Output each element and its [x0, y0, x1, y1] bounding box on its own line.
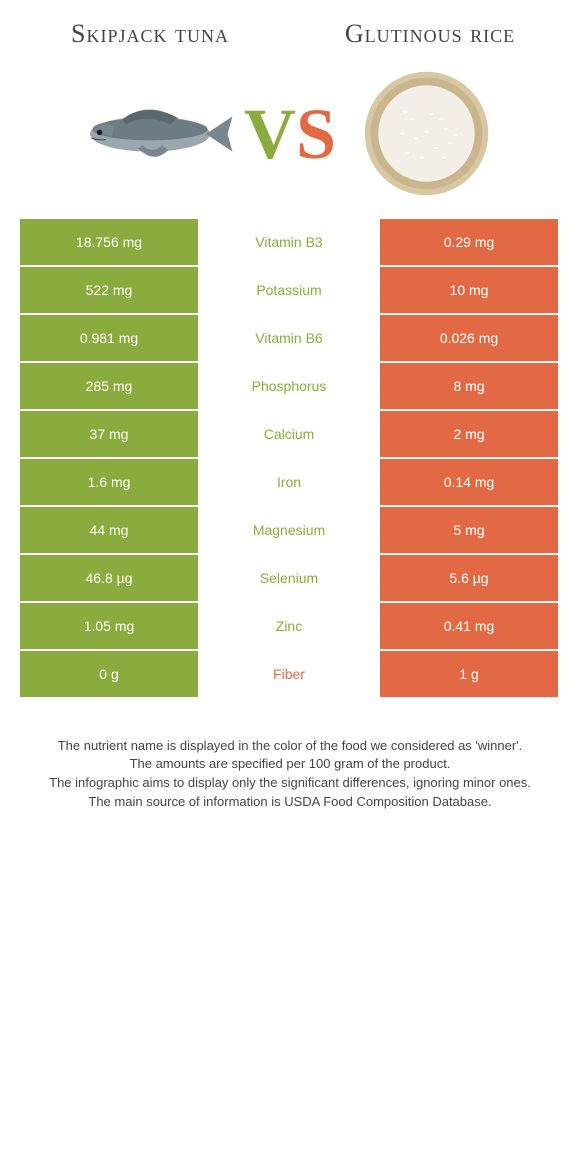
rice-icon [346, 69, 506, 199]
value-left: 18.756 mg [20, 219, 198, 265]
header-titles: Skipjack tuna Glutinous rice [0, 0, 580, 59]
table-row: 0.981 mgVitamin B60.026 mg [20, 315, 560, 361]
nutrient-label: Zinc [200, 603, 378, 649]
value-right: 1 g [380, 651, 558, 697]
nutrient-table: 18.756 mgVitamin B30.29 mg522 mgPotassiu… [20, 219, 560, 697]
table-row: 522 mgPotassium10 mg [20, 267, 560, 313]
nutrient-label: Iron [200, 459, 378, 505]
footnote-line: The infographic aims to display only the… [40, 774, 540, 793]
vs-v: V [244, 94, 296, 174]
table-row: 0 gFiber1 g [20, 651, 560, 697]
table-row: 44 mgMagnesium5 mg [20, 507, 560, 553]
table-row: 1.05 mgZinc0.41 mg [20, 603, 560, 649]
nutrient-label: Selenium [200, 555, 378, 601]
value-right: 10 mg [380, 267, 558, 313]
table-row: 18.756 mgVitamin B30.29 mg [20, 219, 560, 265]
title-right: Glutinous rice [304, 20, 556, 49]
value-right: 0.14 mg [380, 459, 558, 505]
value-left: 1.05 mg [20, 603, 198, 649]
nutrient-label: Phosphorus [200, 363, 378, 409]
value-right: 0.29 mg [380, 219, 558, 265]
table-row: 46.8 µgSelenium5.6 µg [20, 555, 560, 601]
nutrient-label: Fiber [200, 651, 378, 697]
nutrient-label: Potassium [200, 267, 378, 313]
value-left: 1.6 mg [20, 459, 198, 505]
nutrient-label: Magnesium [200, 507, 378, 553]
vs-label: VS [244, 98, 336, 170]
table-row: 1.6 mgIron0.14 mg [20, 459, 560, 505]
nutrient-label: Vitamin B3 [200, 219, 378, 265]
value-right: 8 mg [380, 363, 558, 409]
value-right: 5 mg [380, 507, 558, 553]
value-right: 0.026 mg [380, 315, 558, 361]
tuna-icon [74, 69, 234, 199]
value-left: 37 mg [20, 411, 198, 457]
value-left: 0.981 mg [20, 315, 198, 361]
vs-row: VS [0, 59, 580, 219]
table-row: 37 mgCalcium2 mg [20, 411, 560, 457]
value-left: 0 g [20, 651, 198, 697]
footnote-line: The main source of information is USDA F… [40, 793, 540, 812]
value-left: 44 mg [20, 507, 198, 553]
value-right: 2 mg [380, 411, 558, 457]
footnote-line: The nutrient name is displayed in the co… [40, 737, 540, 756]
value-right: 0.41 mg [380, 603, 558, 649]
footnote-line: The amounts are specified per 100 gram o… [40, 755, 540, 774]
title-left: Skipjack tuna [24, 20, 276, 49]
value-left: 46.8 µg [20, 555, 198, 601]
nutrient-label: Calcium [200, 411, 378, 457]
vs-s: S [296, 94, 336, 174]
value-left: 285 mg [20, 363, 198, 409]
table-row: 285 mgPhosphorus8 mg [20, 363, 560, 409]
value-left: 522 mg [20, 267, 198, 313]
value-right: 5.6 µg [380, 555, 558, 601]
footnotes: The nutrient name is displayed in the co… [40, 737, 540, 812]
nutrient-label: Vitamin B6 [200, 315, 378, 361]
